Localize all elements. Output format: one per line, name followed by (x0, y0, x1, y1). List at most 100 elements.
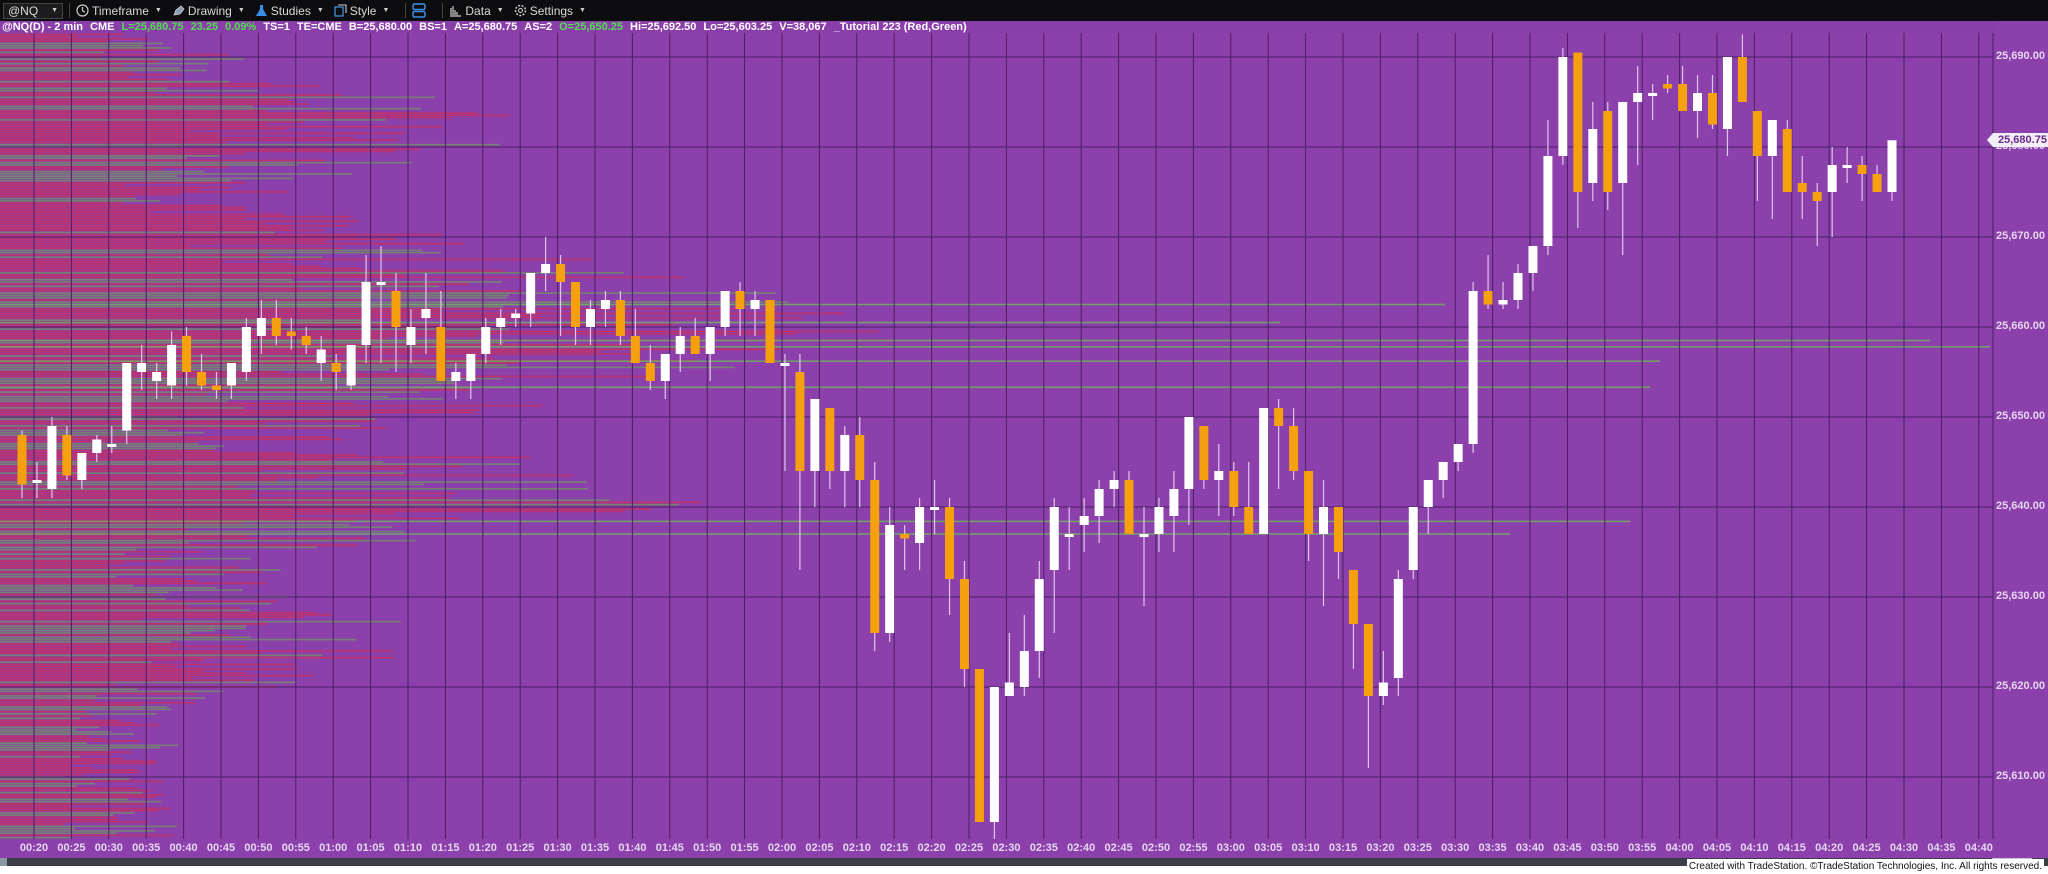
time-tick-label: 03:20 (1366, 842, 1395, 854)
price-tick-label: 25,670.00 (1996, 230, 2045, 242)
data-button[interactable]: Data ▼ (449, 4, 504, 18)
time-tick-label: 01:45 (655, 842, 684, 854)
time-tick-label: 01:20 (468, 842, 497, 854)
time-axis[interactable]: 00:20 00:25 00:30 00:35 00:40 00:45 00:50 00:55… (0, 839, 2048, 858)
price-tick-label: 25,620.00 (1996, 680, 2045, 692)
clock-icon (76, 4, 89, 17)
time-tick-label: 01:25 (506, 842, 535, 854)
time-tick-label: 04:40 (1964, 842, 1993, 854)
time-tick-label: 02:20 (917, 842, 946, 854)
low-value: Lo=25,603.25 (703, 21, 773, 33)
last-price-tag: 25,680.75 (1987, 133, 2048, 147)
time-tick-label: 00:25 (57, 842, 86, 854)
layout-icon (412, 3, 427, 18)
time-tick-label: 00:30 (94, 842, 123, 854)
time-tick-label: 03:00 (1216, 842, 1245, 854)
time-tick-label: 02:30 (992, 842, 1021, 854)
pct-change: 0.09% (225, 21, 257, 33)
exchange: CME (90, 21, 115, 33)
time-tick-label: 00:20 (19, 842, 49, 854)
toolbar-divider (69, 3, 70, 18)
high-value: Hi=25,692.50 (630, 21, 697, 33)
chevron-down-icon: ▼ (382, 7, 390, 14)
time-tick-label: 01:55 (730, 842, 759, 854)
time-tick-label: 03:25 (1403, 842, 1432, 854)
study-label[interactable]: _Tutorial 223 (Red,Green) (833, 21, 967, 33)
time-tick-label: 00:50 (244, 842, 273, 854)
chevron-down-icon: ▼ (316, 7, 324, 14)
time-tick-label: 03:55 (1628, 842, 1657, 854)
ask-size: AS=2 (524, 21, 553, 33)
timeframe-button[interactable]: Timeframe ▼ (76, 4, 162, 18)
time-tick-label: 00:40 (169, 842, 198, 854)
drawing-icon (172, 4, 185, 17)
time-tick-label: 04:00 (1665, 842, 1694, 854)
time-tick-label: 02:05 (805, 842, 834, 854)
symbol-info-bar: @NQ(D) - 2 min CME L=25,680.75 23.25 0.0… (0, 21, 1995, 33)
time-tick-label: 01:40 (618, 842, 647, 854)
time-tick-label: 00:45 (206, 842, 236, 854)
bid-value: B=25,680.00 (348, 21, 413, 33)
time-tick-label: 04:05 (1702, 842, 1732, 854)
open-value: O=25,650.25 (559, 21, 624, 33)
layout-button[interactable] (412, 3, 427, 18)
time-tick-label: 04:20 (1815, 842, 1844, 854)
time-tick-label: 03:35 (1478, 842, 1507, 854)
style-icon (334, 4, 347, 17)
time-tick-label: 04:35 (1927, 842, 1956, 854)
time-tick-label: 04:30 (1889, 842, 1919, 854)
time-tick-label: 01:00 (319, 842, 348, 854)
symbol-input[interactable]: @NQ (8, 3, 39, 18)
style-button[interactable]: Style ▼ (334, 4, 390, 18)
time-tick-label: 03:40 (1515, 842, 1545, 854)
scroll-left-button[interactable] (0, 858, 7, 866)
time-tick-label: 03:10 (1291, 842, 1320, 854)
toolbar-divider (442, 3, 444, 18)
time-tick-label: 04:15 (1777, 842, 1806, 854)
te-value: TE=CME (296, 21, 342, 33)
time-tick-label: 02:45 (1104, 842, 1133, 854)
price-tick-label: 25,630.00 (1996, 590, 2045, 602)
copyright-text: Created with TradeStation. ©TradeStation… (1686, 859, 2044, 874)
chevron-down-icon: ▼ (51, 7, 58, 14)
volume-value: V=38,067 (779, 21, 827, 33)
drawing-button[interactable]: Drawing ▼ (172, 4, 245, 18)
price-tick-label: 25,650.00 (1996, 410, 2045, 422)
data-icon (449, 4, 462, 17)
symbol-selector[interactable]: @NQ ▼ (3, 2, 63, 19)
time-tick-label: 03:50 (1590, 842, 1619, 854)
symbol-timeframe: @NQ(D) - 2 min (2, 21, 84, 33)
chevron-down-icon: ▼ (496, 7, 504, 14)
time-tick-label: 02:10 (842, 842, 871, 854)
time-tick-label: 02:25 (954, 842, 984, 854)
time-tick-label: 02:55 (1179, 842, 1208, 854)
studies-button[interactable]: Studies ▼ (255, 4, 324, 18)
price-tick-label: 25,640.00 (1996, 500, 2045, 512)
time-tick-label: 01:15 (431, 842, 460, 854)
time-tick-label: 01:05 (356, 842, 385, 854)
time-tick-label: 01:50 (693, 842, 722, 854)
time-tick-label: 03:15 (1328, 842, 1358, 854)
time-tick-label: 03:30 (1441, 842, 1470, 854)
time-tick-label: 04:10 (1740, 842, 1769, 854)
time-tick-label: 01:10 (393, 842, 423, 854)
last-price: L=25,680.75 (121, 21, 184, 33)
price-tick-label: 25,660.00 (1996, 320, 2045, 332)
time-tick-label: 02:40 (1067, 842, 1096, 854)
net-change: 23.25 (190, 21, 219, 33)
toolbar-divider (405, 3, 407, 18)
bid-size: BS=1 (419, 21, 447, 33)
ts-value: TS=1 (263, 21, 290, 33)
price-tick-label: 25,690.00 (1996, 50, 2045, 62)
settings-button[interactable]: Settings ▼ (514, 4, 586, 18)
chart-plot-area[interactable] (0, 21, 2048, 839)
time-tick-label: 02:50 (1141, 842, 1171, 854)
time-tick-label: 00:55 (281, 842, 310, 854)
chart-toolbar: @NQ ▼ Timeframe ▼ Drawing ▼ Studies ▼ St… (0, 0, 2048, 21)
flask-icon (255, 4, 268, 17)
time-tick-label: 01:35 (580, 842, 610, 854)
price-chart (0, 21, 1994, 839)
footer (0, 866, 2048, 874)
chevron-down-icon: ▼ (154, 7, 162, 14)
time-tick-label: 02:15 (880, 842, 909, 854)
